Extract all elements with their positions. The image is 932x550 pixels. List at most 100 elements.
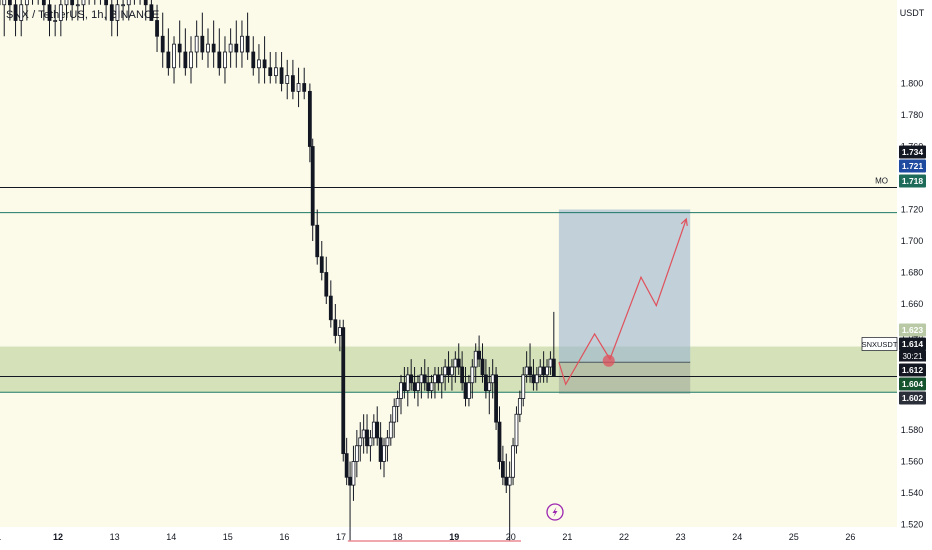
candle[interactable] (365, 414, 369, 454)
candle[interactable] (240, 20, 244, 68)
candle[interactable] (58, 0, 63, 37)
candle[interactable] (223, 36, 227, 84)
candle[interactable] (189, 36, 193, 84)
candle[interactable] (371, 414, 376, 446)
candle[interactable] (177, 20, 182, 68)
candle[interactable] (2, 0, 7, 37)
candle[interactable] (310, 138, 315, 241)
candle[interactable] (24, 0, 29, 21)
candle[interactable] (47, 0, 52, 37)
candle[interactable] (200, 12, 205, 60)
candle[interactable] (285, 59, 290, 100)
candle[interactable] (382, 437, 386, 478)
candle[interactable] (429, 374, 434, 399)
candle[interactable] (133, 0, 136, 5)
candle[interactable] (487, 367, 492, 415)
candle[interactable] (504, 453, 509, 493)
symbol-price-label[interactable]: SNXUSDT (862, 337, 898, 351)
candle[interactable] (166, 28, 171, 76)
candle[interactable] (521, 367, 526, 407)
candle[interactable] (302, 67, 307, 100)
candle[interactable] (375, 406, 380, 446)
candle[interactable] (328, 280, 333, 328)
candle[interactable] (194, 20, 199, 68)
candle[interactable] (99, 0, 102, 5)
candle[interactable] (341, 319, 346, 462)
candle[interactable] (439, 367, 444, 399)
candle[interactable] (368, 430, 373, 462)
time-axis-panel[interactable] (0, 527, 932, 550)
candle[interactable] (31, 0, 34, 5)
candle[interactable] (245, 12, 250, 60)
candle[interactable] (296, 67, 301, 108)
candle[interactable] (460, 351, 465, 391)
candle[interactable] (467, 374, 471, 407)
candle[interactable] (262, 36, 267, 84)
candle[interactable] (392, 398, 397, 438)
candle[interactable] (480, 343, 485, 383)
candle[interactable] (333, 304, 338, 344)
candle[interactable] (409, 359, 414, 391)
candle[interactable] (551, 311, 556, 377)
candle[interactable] (115, 0, 120, 37)
candle[interactable] (315, 209, 320, 265)
candle[interactable] (251, 36, 256, 76)
long-position-stop[interactable] (558, 362, 691, 394)
long-position-target[interactable] (558, 209, 691, 363)
candle[interactable] (500, 445, 505, 486)
candle[interactable] (361, 414, 366, 454)
candle[interactable] (514, 406, 519, 454)
candle[interactable] (470, 359, 475, 399)
candle[interactable] (497, 406, 502, 470)
candle[interactable] (139, 0, 142, 5)
candle[interactable] (378, 422, 383, 470)
candle[interactable] (511, 437, 515, 486)
candle[interactable] (104, 0, 109, 21)
candle[interactable] (19, 0, 24, 37)
candle[interactable] (149, 0, 154, 21)
candle[interactable] (53, 4, 58, 37)
candle[interactable] (143, 0, 148, 21)
candle[interactable] (81, 0, 86, 21)
candle[interactable] (13, 0, 18, 37)
candle[interactable] (416, 374, 420, 407)
candle[interactable] (307, 83, 312, 163)
candle[interactable] (507, 461, 512, 541)
entry-marker[interactable] (602, 354, 615, 367)
candle[interactable] (41, 0, 46, 21)
candle[interactable] (155, 4, 159, 52)
candle[interactable] (528, 343, 532, 383)
candle[interactable] (545, 359, 549, 383)
candle[interactable] (450, 359, 454, 391)
candle[interactable] (494, 367, 498, 430)
candle[interactable] (344, 437, 349, 486)
candle[interactable] (534, 367, 539, 391)
candle[interactable] (279, 52, 284, 92)
candle[interactable] (93, 0, 96, 5)
candle[interactable] (206, 28, 210, 68)
candle[interactable] (257, 44, 261, 84)
candle[interactable] (422, 359, 427, 391)
candle[interactable] (456, 343, 461, 375)
candle[interactable] (324, 256, 329, 304)
candle[interactable] (290, 59, 295, 100)
candle[interactable] (268, 52, 273, 84)
candle[interactable] (70, 0, 75, 21)
candle[interactable] (121, 0, 125, 21)
candle[interactable] (319, 241, 324, 281)
candle[interactable] (517, 390, 522, 423)
candle[interactable] (88, 0, 91, 5)
candle[interactable] (358, 422, 363, 462)
candle[interactable] (211, 20, 216, 68)
candle[interactable] (477, 335, 482, 368)
candle[interactable] (172, 36, 176, 84)
candle[interactable] (388, 414, 393, 446)
lightning-icon[interactable] (546, 503, 564, 521)
candle[interactable] (351, 445, 356, 501)
candle[interactable] (217, 28, 222, 76)
candle[interactable] (160, 12, 165, 68)
candle[interactable] (385, 430, 390, 462)
candle[interactable] (64, 0, 69, 21)
